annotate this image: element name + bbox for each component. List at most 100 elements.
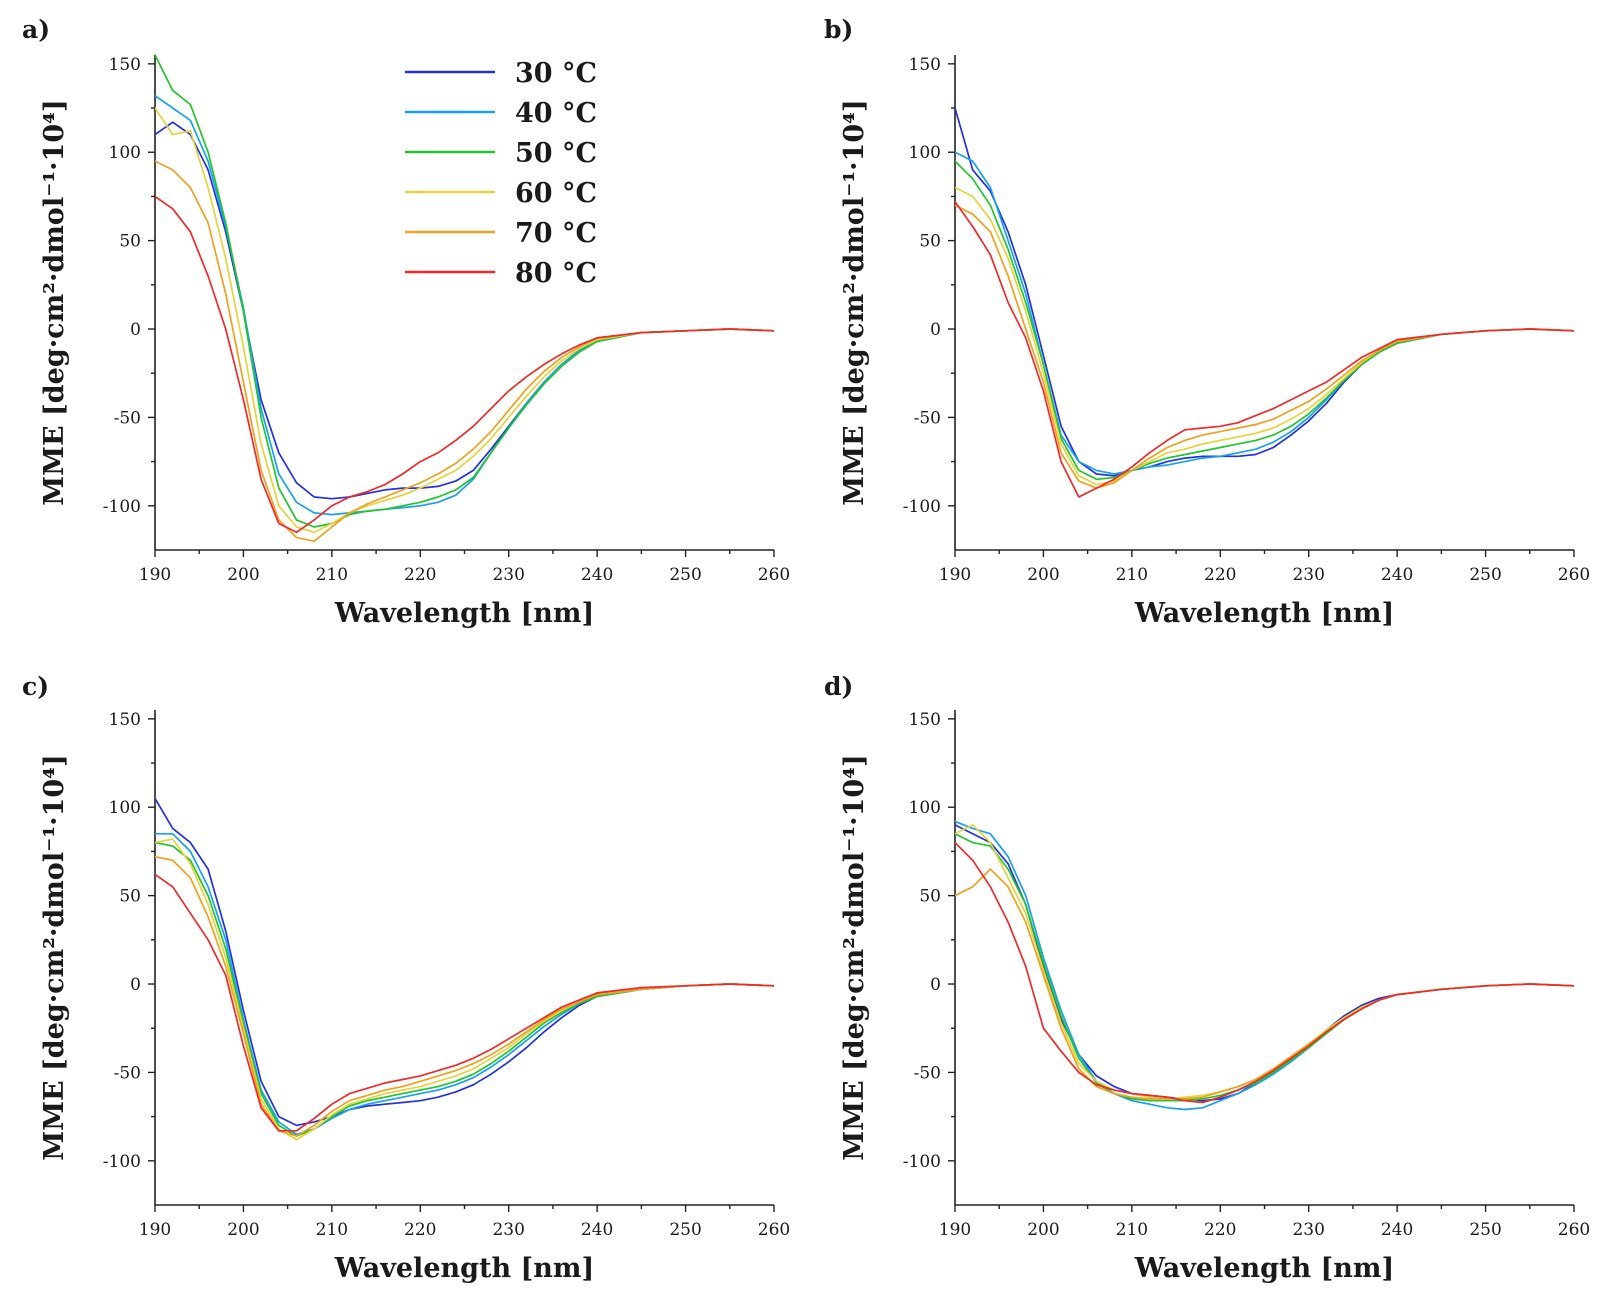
y-tick-label: -50 bbox=[114, 1063, 141, 1083]
y-axis-title: MME [deg·cm²·dmol⁻¹·10⁴] bbox=[39, 99, 70, 505]
legend-label: 70 °C bbox=[515, 218, 597, 249]
x-tick-label: 200 bbox=[227, 1220, 259, 1240]
y-tick-label: 0 bbox=[130, 320, 141, 340]
legend-label: 50 °C bbox=[515, 138, 597, 169]
panel-label: b) bbox=[824, 15, 853, 44]
y-tick-label: 100 bbox=[109, 143, 141, 163]
y-tick-label: -50 bbox=[914, 1063, 941, 1083]
series-line-80c bbox=[155, 873, 774, 1132]
series-line-50c bbox=[955, 832, 1574, 1102]
series-line-80c bbox=[955, 200, 1574, 498]
panel-label: a) bbox=[22, 15, 50, 44]
legend-label: 80 °C bbox=[515, 258, 597, 289]
x-axis-title: Wavelength [nm] bbox=[334, 598, 595, 629]
y-tick-label: 0 bbox=[130, 975, 141, 995]
y-tick-label: 0 bbox=[930, 320, 941, 340]
legend-label: 30 °C bbox=[515, 58, 597, 89]
chart-panel-1: a) 190 200 210 220 230 240 250 260 150 100 50 0 -50 -1… bbox=[22, 15, 790, 629]
x-tick-label: 260 bbox=[758, 1220, 790, 1240]
y-tick-label: 150 bbox=[909, 710, 941, 730]
x-tick-label: 200 bbox=[1027, 1220, 1059, 1240]
x-tick-label: 220 bbox=[1204, 565, 1236, 585]
series-line-50c bbox=[155, 841, 774, 1137]
series-line-50c bbox=[955, 160, 1574, 481]
series-line-80c bbox=[955, 841, 1574, 1104]
series-line-70c bbox=[955, 204, 1574, 489]
x-tick-label: 230 bbox=[1292, 565, 1324, 585]
x-axis-title: Wavelength [nm] bbox=[334, 1253, 595, 1284]
x-tick-label: 250 bbox=[669, 565, 701, 585]
x-tick-label: 230 bbox=[492, 565, 524, 585]
y-tick-label: -50 bbox=[114, 408, 141, 428]
x-tick-label: 190 bbox=[939, 565, 971, 585]
y-tick-label: -100 bbox=[903, 497, 941, 517]
legend-label: 60 °C bbox=[515, 178, 597, 209]
y-axis-title: MME [deg·cm²·dmol⁻¹·10⁴] bbox=[39, 754, 70, 1160]
x-tick-label: 250 bbox=[669, 1220, 701, 1240]
x-tick-label: 250 bbox=[1469, 565, 1501, 585]
x-tick-label: 260 bbox=[1558, 1220, 1590, 1240]
panel-label: c) bbox=[22, 672, 49, 701]
y-axis-title: MME [deg·cm²·dmol⁻¹·10⁴] bbox=[839, 99, 870, 505]
x-tick-label: 220 bbox=[404, 1220, 436, 1240]
x-tick-label: 210 bbox=[1116, 1220, 1148, 1240]
y-tick-label: 150 bbox=[909, 55, 941, 75]
x-tick-label: 250 bbox=[1469, 1220, 1501, 1240]
series-line-40c bbox=[155, 94, 774, 516]
y-tick-label: 100 bbox=[909, 143, 941, 163]
x-tick-label: 230 bbox=[492, 1220, 524, 1240]
x-tick-label: 210 bbox=[1116, 565, 1148, 585]
x-tick-label: 240 bbox=[581, 565, 613, 585]
x-tick-label: 240 bbox=[581, 1220, 613, 1240]
y-tick-label: 50 bbox=[919, 232, 941, 252]
series-line-40c bbox=[955, 151, 1574, 475]
y-tick-label: 100 bbox=[909, 798, 941, 818]
panel-label: d) bbox=[824, 672, 853, 701]
y-tick-label: 150 bbox=[109, 55, 141, 75]
series-line-70c bbox=[155, 160, 774, 543]
y-tick-label: 150 bbox=[109, 710, 141, 730]
series-line-70c bbox=[155, 855, 774, 1137]
y-tick-label: -100 bbox=[103, 497, 141, 517]
series-line-30c bbox=[955, 107, 1574, 477]
chart-panel-2: b) 190 200 210 220 230 240 250 260 150 100 50 0 -50 -1… bbox=[824, 15, 1590, 629]
series-line-30c bbox=[155, 121, 774, 500]
y-tick-label: 100 bbox=[109, 798, 141, 818]
y-tick-label: 50 bbox=[119, 887, 141, 907]
series-line-40c bbox=[955, 820, 1574, 1111]
y-tick-label: -50 bbox=[914, 408, 941, 428]
series-line-60c bbox=[155, 107, 774, 534]
series-line-50c bbox=[155, 54, 774, 528]
y-tick-label: 0 bbox=[930, 975, 941, 995]
chart-panel-4: d) 190 200 210 220 230 240 250 260 150 100 50 0 -50 -1… bbox=[824, 672, 1590, 1284]
series-line-60c bbox=[955, 186, 1574, 486]
y-tick-label: -100 bbox=[103, 1152, 141, 1172]
x-tick-label: 220 bbox=[1204, 1220, 1236, 1240]
x-tick-label: 240 bbox=[1381, 1220, 1413, 1240]
x-tick-label: 190 bbox=[939, 1220, 971, 1240]
x-tick-label: 200 bbox=[1027, 565, 1059, 585]
x-tick-label: 190 bbox=[139, 565, 171, 585]
y-tick-label: -100 bbox=[903, 1152, 941, 1172]
y-tick-label: 50 bbox=[119, 232, 141, 252]
x-tick-label: 220 bbox=[404, 565, 436, 585]
x-tick-label: 230 bbox=[1292, 1220, 1324, 1240]
x-tick-label: 190 bbox=[139, 1220, 171, 1240]
x-tick-label: 210 bbox=[316, 1220, 348, 1240]
chart-panel-3: c) 190 200 210 220 230 240 250 260 150 100 50 0 -50 -1… bbox=[22, 672, 790, 1284]
series-line-60c bbox=[155, 838, 774, 1141]
x-axis-title: Wavelength [nm] bbox=[1134, 1253, 1395, 1284]
series-line-80c bbox=[155, 195, 774, 534]
x-tick-label: 260 bbox=[1558, 565, 1590, 585]
x-axis-title: Wavelength [nm] bbox=[1134, 598, 1395, 629]
series-line-30c bbox=[155, 797, 774, 1127]
x-tick-label: 200 bbox=[227, 565, 259, 585]
legend: 30 °C 40 °C 50 °C 60 °C 70 °C 80 °C bbox=[405, 58, 597, 289]
x-tick-label: 240 bbox=[1381, 565, 1413, 585]
y-tick-label: 50 bbox=[919, 887, 941, 907]
y-axis-title: MME [deg·cm²·dmol⁻¹·10⁴] bbox=[839, 754, 870, 1160]
x-tick-label: 260 bbox=[758, 565, 790, 585]
series-line-60c bbox=[955, 824, 1574, 1100]
legend-label: 40 °C bbox=[515, 98, 597, 129]
